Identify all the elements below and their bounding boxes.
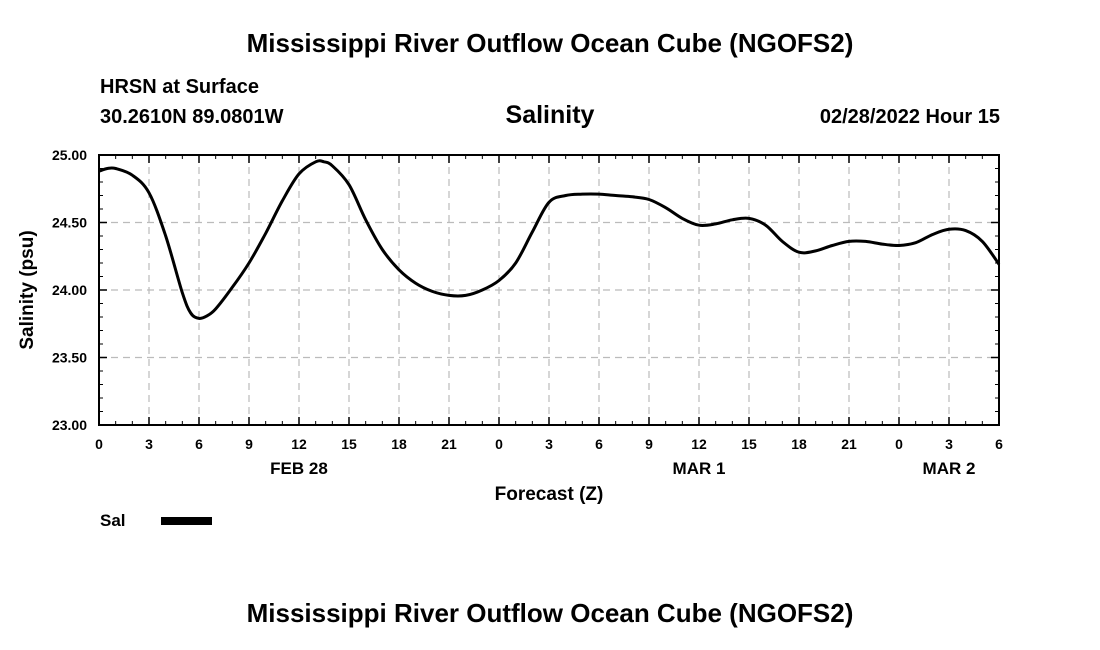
x-tick-label: 12 [691,436,707,452]
date-label: MAR 1 [673,459,726,478]
x-tick-label: 0 [95,436,103,452]
x-tick-label: 6 [995,436,1003,452]
x-tick-label: 21 [441,436,457,452]
y-tick-label: 24.50 [52,215,87,231]
x-tick-label: 0 [495,436,503,452]
y-axis-title: Salinity (psu) [17,230,38,349]
x-tick-label: 15 [741,436,757,452]
date-label: MAR 2 [923,459,976,478]
labels-layer: 0 3 6 9 12 15 18 21 0 3 6 9 12 15 18 21 0 3 6 23.00 23.50 24.… [52,147,1003,478]
x-tick-label: 21 [841,436,857,452]
y-tick-label: 23.00 [52,417,87,433]
chart-main-title: Mississippi River Outflow Ocean Cube (NG… [246,28,854,58]
x-tick-label: 3 [145,436,153,452]
x-tick-label: 3 [945,436,953,452]
x-tick-label: 18 [791,436,807,452]
variable-title: Salinity [505,101,595,129]
x-tick-label: 3 [545,436,553,452]
x-axis-title: Forecast (Z) [495,484,604,505]
series-layer [98,159,1001,320]
y-tick-label: 25.00 [52,147,87,163]
x-tick-label: 0 [895,436,903,452]
grid-layer [99,155,999,425]
ticks-layer [98,154,1000,426]
salinity-series-line [98,159,1001,320]
footer-title: Mississippi River Outflow Ocean Cube (NG… [246,598,854,628]
x-tick-label: 9 [645,436,653,452]
date-label: FEB 28 [270,459,328,478]
forecast-datetime: 02/28/2022 Hour 15 [819,106,1000,128]
x-tick-label: 6 [195,436,203,452]
x-tick-label: 18 [391,436,407,452]
x-tick-label: 12 [291,436,307,452]
x-tick-label: 6 [595,436,603,452]
station-label: HRSN at Surface [100,76,259,98]
x-tick-label: 9 [245,436,253,452]
y-tick-label: 23.50 [52,350,87,366]
station-coordinates: 30.2610N 89.0801W [100,106,284,128]
legend-label: Sal [100,511,126,530]
x-tick-label: 15 [341,436,357,452]
y-tick-label: 24.00 [52,282,87,298]
